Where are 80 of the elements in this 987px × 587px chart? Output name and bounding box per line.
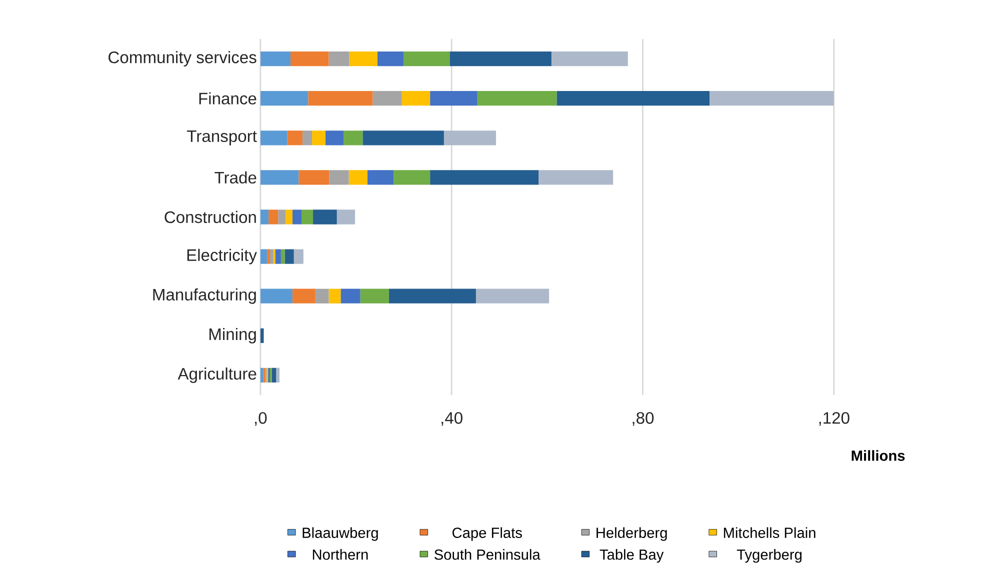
bar (477, 90, 557, 106)
bar (287, 130, 302, 146)
bar (444, 130, 496, 146)
bar (302, 210, 313, 224)
y-tick-label: Finance (199, 92, 256, 104)
y-tick-label: Mining (209, 328, 256, 344)
bar (328, 51, 350, 66)
bar (302, 130, 312, 146)
bar (315, 288, 329, 304)
y-tick-label: Electricity (187, 248, 257, 264)
bar (430, 90, 478, 106)
bar (476, 288, 550, 304)
bar (388, 288, 476, 304)
bar (298, 170, 330, 185)
legend-label: Blaauwberg (302, 527, 378, 541)
bar (260, 368, 264, 382)
y-tick-label: Transport (186, 130, 257, 146)
bar (290, 51, 329, 66)
legend-label: Table Bay (600, 548, 664, 563)
bar (267, 249, 270, 264)
bar (377, 51, 404, 66)
legend-label: South Peninsula (434, 548, 540, 560)
bar (312, 130, 326, 146)
bar (362, 130, 444, 146)
bar (260, 328, 264, 343)
bar (329, 170, 349, 185)
bar (286, 210, 292, 224)
bar (308, 90, 373, 106)
bar (312, 210, 337, 224)
bar (260, 210, 269, 224)
bar (336, 210, 356, 224)
bar (260, 130, 288, 146)
bar (270, 249, 274, 264)
x-tick-label: ,120 (819, 412, 850, 426)
bar (278, 210, 286, 224)
y-tick-label: Trade (214, 171, 256, 184)
x-axis-title: Millions (852, 450, 905, 461)
bar (260, 249, 268, 264)
bar (450, 51, 552, 66)
bar (344, 130, 363, 146)
bar (325, 130, 344, 146)
bar (260, 170, 299, 185)
bar (292, 288, 316, 304)
bar (367, 170, 394, 185)
bar (284, 249, 294, 264)
bar (340, 288, 360, 304)
bar (348, 170, 368, 185)
y-tick-label: Agriculture (178, 367, 256, 383)
bar (360, 288, 389, 304)
legend-label: Cape Flats (452, 527, 522, 541)
bar (430, 170, 539, 185)
bar (349, 51, 378, 66)
bar (260, 51, 291, 66)
legend-label: Tygerberg (736, 548, 802, 563)
bar (275, 249, 281, 264)
bar (292, 210, 302, 224)
y-tick-label: Manufacturing (153, 288, 256, 304)
bar (260, 288, 292, 304)
x-tick-label: ,80 (632, 412, 654, 426)
x-tick-label: ,0 (254, 412, 267, 426)
bar (272, 368, 276, 382)
legend-label: Mitchells Plain (724, 527, 816, 538)
bar (394, 170, 430, 185)
bar (538, 170, 614, 185)
x-tick-label: ,40 (442, 412, 462, 426)
bar (260, 90, 308, 106)
bar (551, 51, 628, 66)
y-tick-label: Community services (108, 51, 256, 66)
legend-label: Helderberg (596, 527, 667, 541)
bar (268, 210, 278, 224)
bar (710, 90, 834, 106)
bar (294, 249, 304, 264)
bar (372, 90, 402, 106)
bar (402, 90, 430, 106)
legend-label: Northern (312, 548, 368, 560)
bar (556, 90, 710, 106)
bar (404, 51, 450, 66)
y-tick-label: Construction (164, 210, 256, 224)
bar (280, 249, 285, 264)
bar (328, 288, 341, 304)
